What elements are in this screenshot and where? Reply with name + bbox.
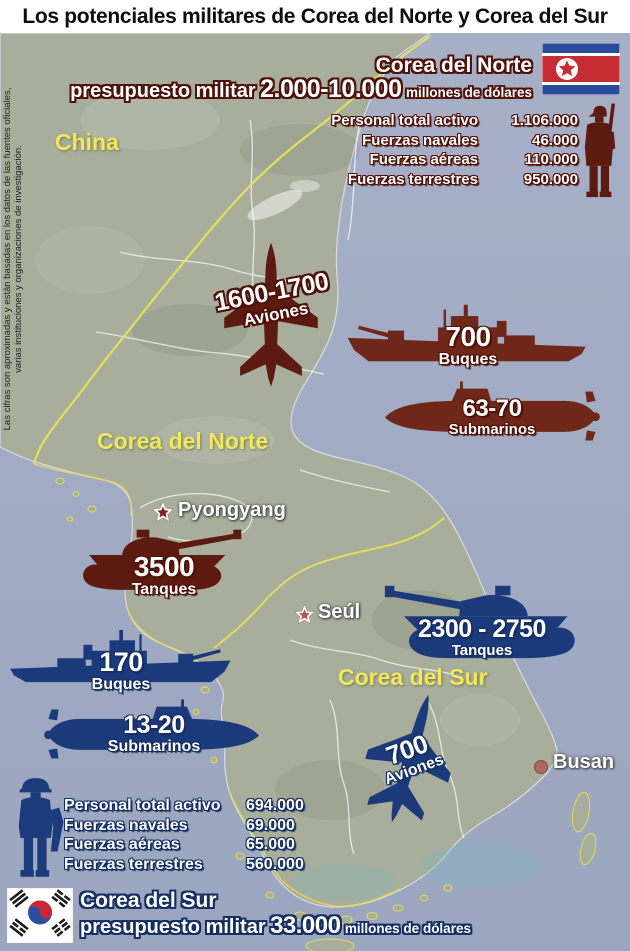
- north-budget-value: 2.000-10.000: [260, 75, 402, 103]
- north-korea-flag-icon: [541, 42, 621, 100]
- jet-icon: [224, 242, 318, 387]
- shallow-water: [293, 864, 397, 900]
- warship-icon: [10, 629, 231, 683]
- busan-dot-icon: [534, 760, 548, 774]
- north-submarines-group: 63-70 Submarinos: [366, 380, 618, 444]
- disclaimer-line1: Las cifras son aproximadas y están basad…: [2, 87, 13, 431]
- north-aircraft-group: 1600-1700 Aviones: [196, 240, 351, 392]
- south-tanks-label: Tanques: [451, 642, 513, 659]
- stat-row: Fuerzas aéreas 65.000: [64, 836, 295, 853]
- north-ships-count: 700: [445, 321, 491, 352]
- stat-row: Fuerzas navales 69.000: [64, 816, 295, 834]
- tank-icon: [83, 529, 242, 590]
- label-pyongyang: Pyongyang: [178, 499, 286, 521]
- label-busan: Busan: [553, 751, 615, 773]
- north-tanks-label: Tanques: [131, 581, 197, 598]
- south-budget-block: Corea del Sur presupuesto militar 33.000…: [80, 890, 471, 940]
- source-disclaimer: Las cifras son aproximadas y están basad…: [2, 36, 24, 482]
- warship-icon: [347, 304, 586, 362]
- north-korea-name: Corea del Norte: [375, 54, 532, 77]
- stat-row: Personal total activo 694.000: [64, 797, 304, 814]
- north-budget-prefix: presupuesto militar: [70, 80, 256, 102]
- jet-icon: [365, 695, 451, 823]
- shallow-water: [420, 844, 540, 888]
- south-korea-flag-icon: [8, 889, 72, 942]
- south-tanks-count: 2300 - 2750: [418, 615, 546, 643]
- dmz-line: [213, 517, 445, 649]
- south-submarines-group: 13-20 Submarinos: [26, 698, 282, 762]
- south-ships-label: Buques: [91, 676, 151, 693]
- north-tanks-group: 3500 Tanques: [78, 516, 250, 606]
- south-submarines-label: Submarinos: [107, 738, 201, 755]
- north-tanks-count: 3500: [133, 551, 195, 582]
- seoul-star-icon: [293, 603, 316, 631]
- tank-icon: [384, 585, 575, 659]
- label-seoul: Seúl: [318, 601, 361, 623]
- stat-row: Fuerzas navales 46.000: [362, 131, 578, 149]
- north-submarines-label: Submarinos: [448, 421, 536, 438]
- disclaimer-line2: varias instituciones y organizaciones de…: [13, 145, 24, 373]
- stat-row: Fuerzas terrestres 950.000: [347, 170, 578, 188]
- label-china: China: [55, 129, 119, 155]
- south-korea-name: Corea del Sur: [80, 889, 217, 912]
- north-stats: Personal total activo 1.106.000 Fuerzas n…: [331, 113, 578, 191]
- south-ships-group: 170 Buques: [8, 618, 234, 698]
- title-bar: Los potenciales militares de Corea del N…: [0, 0, 630, 33]
- label-south-korea: Corea del Sur: [338, 664, 488, 690]
- north-budget-suffix: millones de dólares: [405, 85, 532, 100]
- label-north-korea: Corea del Norte: [97, 428, 269, 454]
- page-title: Los potenciales militares de Corea del N…: [22, 4, 608, 28]
- stat-row: Fuerzas aéreas 110.000: [369, 151, 578, 168]
- south-budget-value: 33.000: [270, 912, 341, 939]
- south-budget-prefix: presupuesto militar: [80, 916, 266, 938]
- stat-row: Personal total activo 1.106.000: [331, 112, 578, 129]
- south-aircraft-group: 700 Aviones: [336, 690, 484, 832]
- south-budget-suffix: millones de dólares: [344, 921, 471, 936]
- north-submarines-count: 63-70: [462, 395, 522, 422]
- south-soldier-icon: [12, 774, 66, 885]
- islands: [55, 477, 597, 951]
- south-stats: Personal total activo 694.000 Fuerzas nav…: [64, 798, 304, 876]
- submarine-icon: [385, 381, 600, 441]
- china-border-line: [32, 35, 431, 465]
- south-submarines-count: 13-20: [123, 711, 185, 739]
- north-ships-group: 700 Buques: [346, 294, 590, 374]
- submarine-icon: [44, 699, 259, 759]
- north-soldier-icon: [577, 101, 627, 206]
- south-tanks-group: 2300 - 2750 Tanques: [378, 582, 586, 660]
- north-budget-line: presupuesto militar 2.000-10.000 millone…: [70, 75, 532, 104]
- north-ships-label: Buques: [438, 351, 498, 368]
- stat-row: Fuerzas terrestres 560.000: [64, 855, 304, 873]
- south-ships-count: 170: [99, 647, 143, 677]
- pyongyang-star-icon: [151, 500, 175, 529]
